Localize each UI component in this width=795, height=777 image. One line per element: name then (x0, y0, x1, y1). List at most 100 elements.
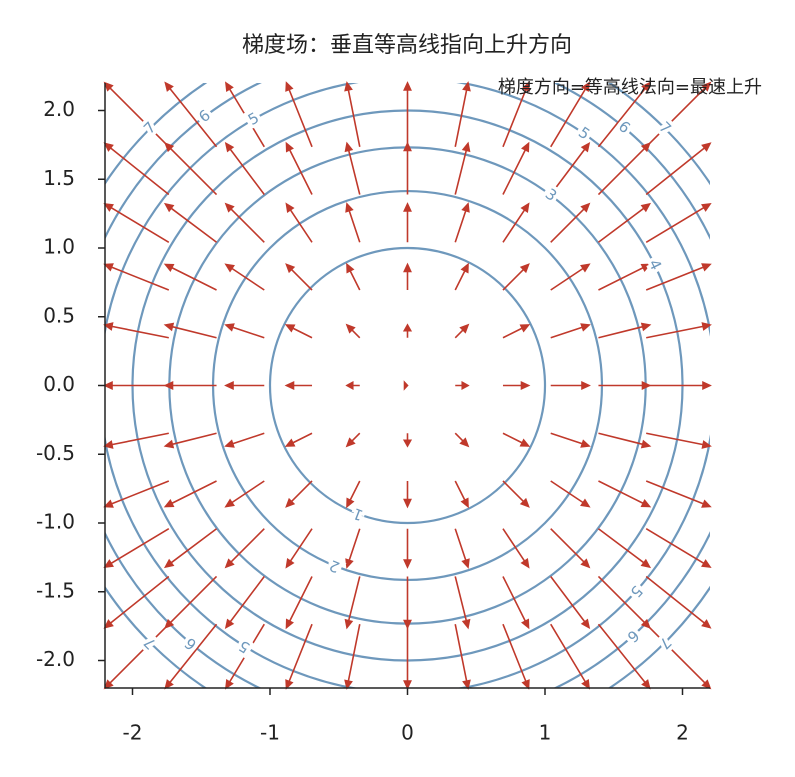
gradient-arrow (502, 324, 531, 339)
y-tick-label: -2.0 (36, 647, 75, 671)
gradient-arrow (502, 623, 530, 690)
gradient-arrow (502, 480, 530, 508)
gradient-arrow (224, 432, 265, 448)
gradient-arrow (550, 81, 590, 148)
gradient-arrow (598, 432, 652, 449)
gradient-arrow (285, 480, 313, 508)
y-tick-label: 0.5 (43, 303, 75, 327)
gradient-arrow (550, 381, 591, 390)
gradient-arrow (550, 575, 591, 630)
gradient-arrow (163, 202, 218, 243)
gradient-arrow (345, 323, 361, 339)
gradient-arrow (403, 380, 409, 391)
gradient-arrow (645, 263, 712, 291)
gradient-arrow (285, 263, 313, 291)
gradient-arrow (224, 202, 265, 243)
chart-title: 梯度场：垂直等高线指向上升方向 (242, 33, 572, 58)
gradient-arrow (344, 141, 361, 195)
gradient-arrow (454, 323, 470, 339)
gradient-arrow (346, 262, 361, 291)
gradient-arrow (502, 141, 530, 195)
gradient-arrow (454, 81, 471, 147)
gradient-arrow (454, 576, 471, 630)
gradient-arrow (345, 432, 361, 448)
gradient-arrow (403, 262, 412, 291)
gradient-arrow (403, 480, 412, 509)
gradient-arrow (163, 528, 218, 569)
gradient-arrow (284, 381, 313, 390)
gradient-arrow (455, 380, 470, 391)
y-tick-label: -1.5 (36, 578, 75, 602)
contour-label: 2 (327, 556, 343, 576)
x-tick-label: -1 (260, 721, 280, 745)
gradient-arrow (454, 202, 470, 243)
gradient-arrow (345, 528, 361, 569)
gradient-arrow (163, 322, 217, 339)
gradient-arrow (164, 81, 218, 148)
y-tick-label: 0.0 (43, 372, 75, 396)
gradient-arrow (103, 203, 170, 243)
contour-label: 5 (235, 637, 253, 657)
gradient-arrow (597, 202, 652, 243)
gradient-arrow (598, 263, 652, 291)
gradient-arrow (224, 528, 265, 569)
contour-label: 5 (245, 109, 262, 129)
gradient-arrow (550, 623, 590, 690)
gradient-arrow (285, 81, 313, 148)
gradient-arrow (103, 623, 170, 690)
gradient-arrow (164, 575, 218, 629)
gradient-arrow (550, 432, 591, 448)
gradient-arrow (402, 323, 413, 338)
gradient-arrow (103, 381, 169, 390)
gradient-arrow (454, 624, 471, 690)
gradient-arrow (225, 81, 265, 148)
gradient-arrow (224, 480, 265, 508)
gradient-arrow (103, 575, 170, 629)
gradient-arrow (224, 575, 265, 630)
gradient-arrow (403, 576, 412, 630)
contour-label: 4 (645, 256, 665, 272)
gradient-arrow (224, 323, 265, 339)
gradient-arrow (502, 432, 531, 447)
contour-label: 1 (350, 504, 365, 524)
gradient-arrow (285, 528, 313, 569)
y-tick-label: 2.0 (43, 97, 75, 121)
y-tick-label: 1.0 (43, 235, 75, 259)
gradient-arrow (103, 322, 169, 339)
gradient-arrow (284, 432, 313, 447)
gradient-arrow (403, 528, 412, 569)
gradient-arrow (103, 432, 169, 449)
gradient-arrow (454, 480, 469, 509)
gradient-arrow (163, 480, 217, 508)
gradient-arrow (550, 263, 591, 291)
x-tick-label: -2 (123, 721, 143, 745)
gradient-arrow (103, 480, 170, 508)
gradient-arrow (645, 142, 712, 196)
gradient-arrow (645, 81, 712, 148)
y-tick-label: -0.5 (36, 441, 75, 465)
contour-label: 5 (575, 123, 593, 143)
gradient-arrow (502, 202, 530, 243)
gradient-arrow (285, 141, 313, 195)
gradient-arrow (285, 576, 313, 630)
gradient-arrow (403, 81, 412, 147)
gradient-arrow (645, 203, 712, 243)
gradient-arrow (403, 624, 412, 690)
gradient-arrow (597, 528, 652, 569)
gradient-arrow (645, 575, 712, 629)
gradient-arrow (103, 142, 170, 196)
gradient-arrow (550, 480, 591, 508)
contour-line (268, 246, 547, 525)
gradient-arrow (454, 528, 470, 569)
gradient-arrow (402, 433, 413, 448)
gradient-arrow (163, 263, 217, 291)
gradient-arrow (285, 202, 313, 243)
annotation: 梯度方向=等高线法向=最速上升 (498, 77, 762, 98)
gradient-arrow (403, 141, 412, 195)
gradient-arrow (454, 432, 470, 448)
gradient-arrow (550, 141, 591, 196)
gradient-arrow (598, 480, 652, 508)
gradient-arrow (646, 381, 712, 390)
gradient-arrow (345, 202, 361, 243)
